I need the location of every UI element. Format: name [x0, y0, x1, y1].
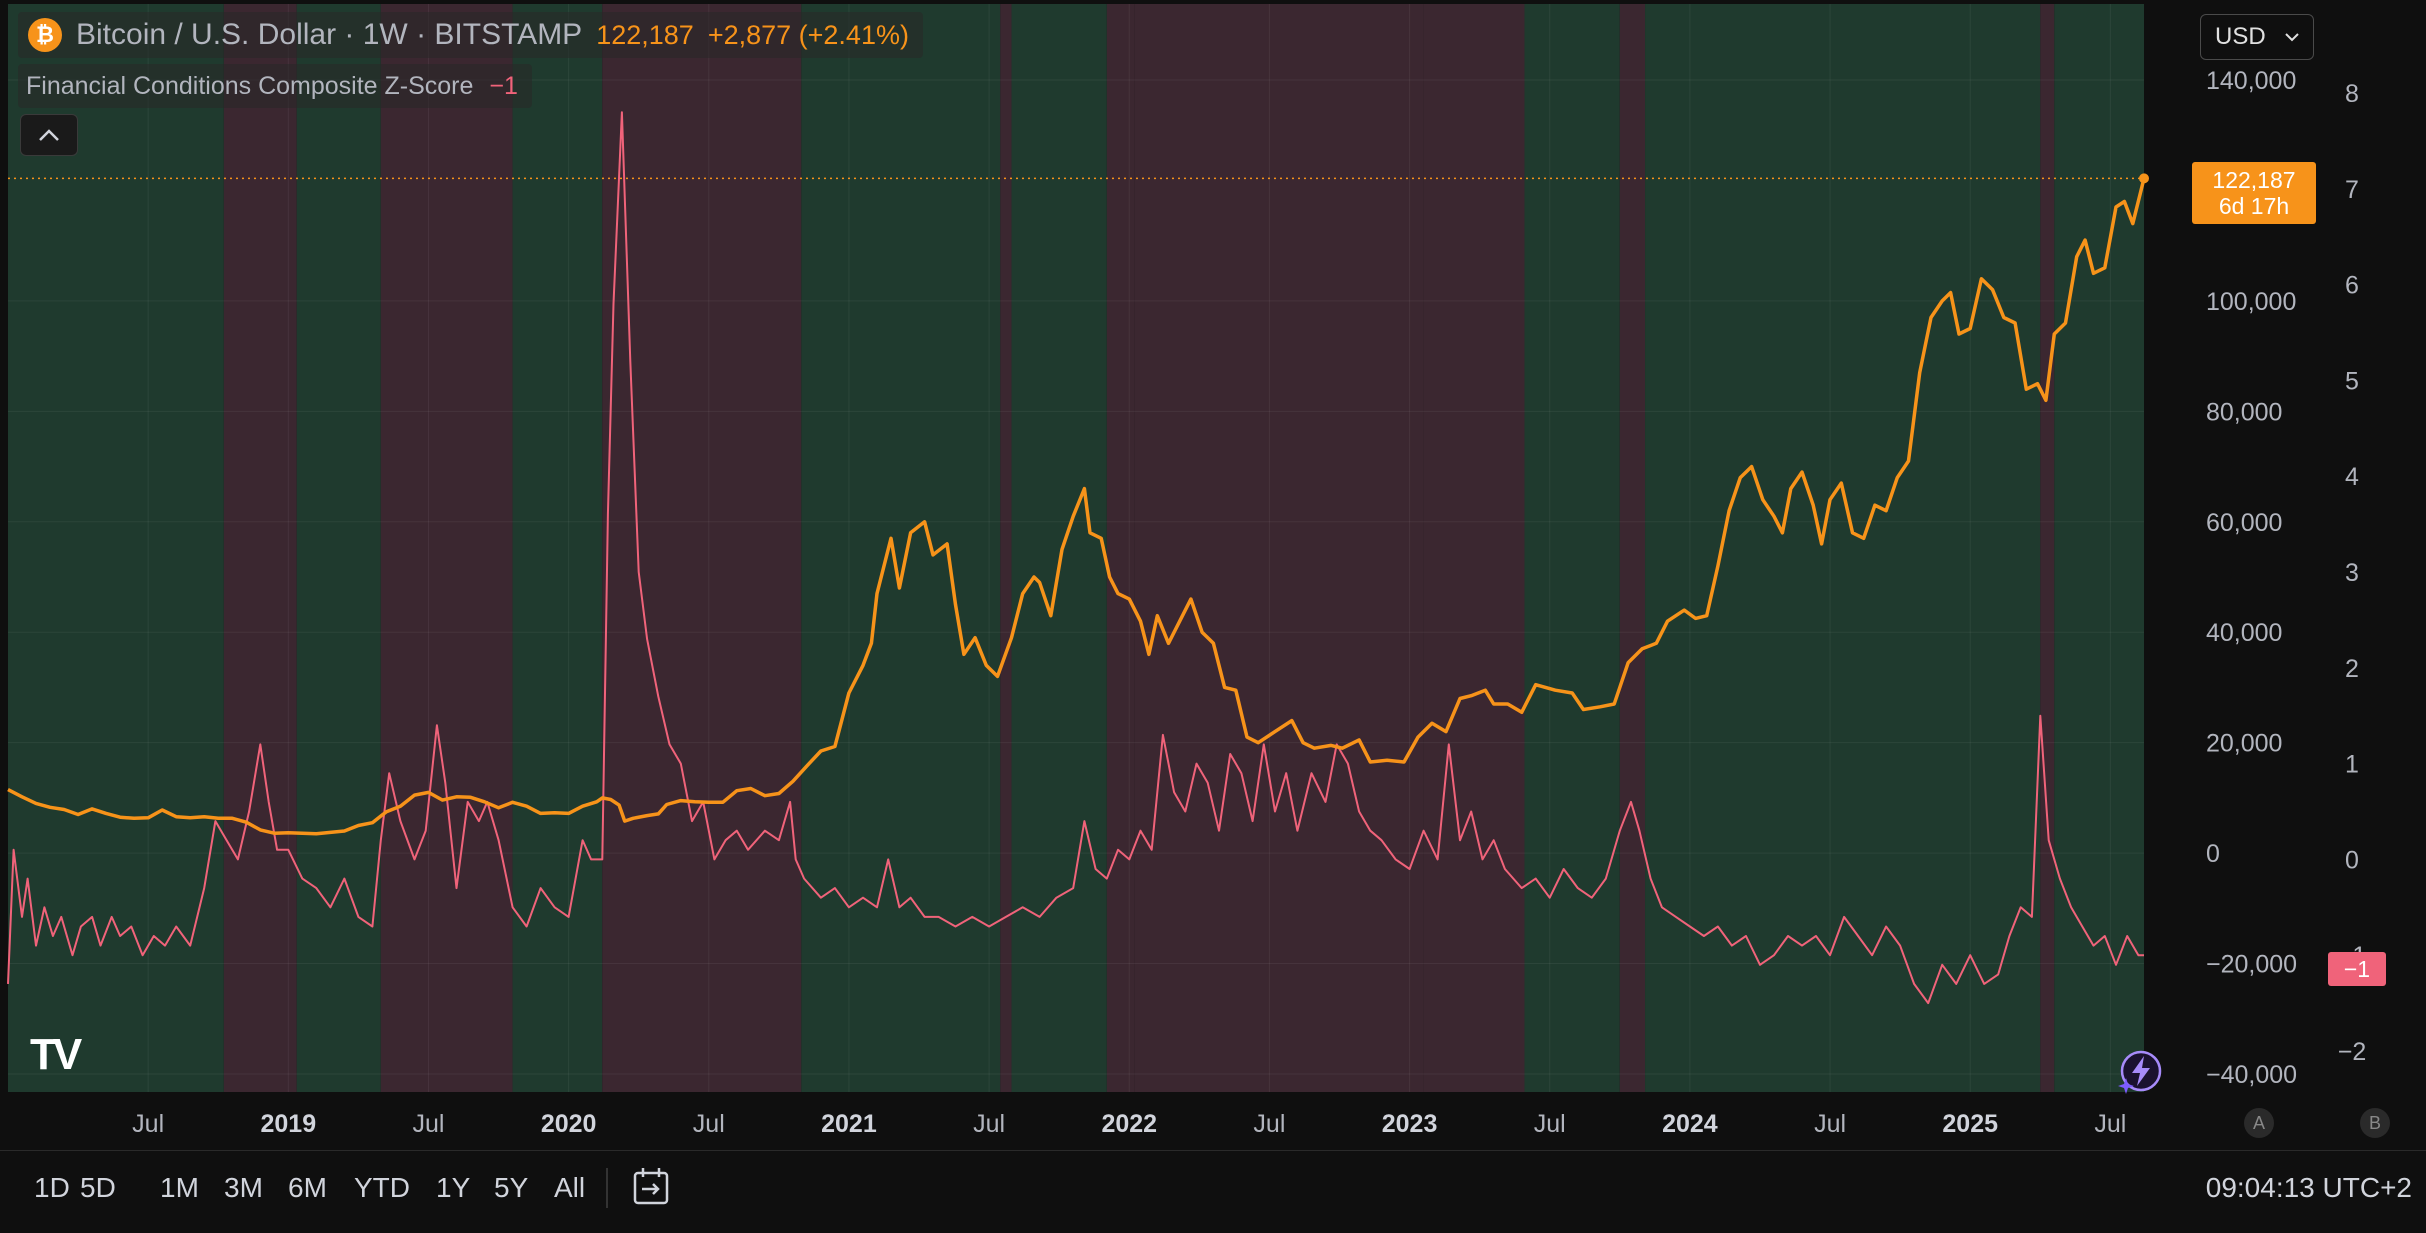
chevron-down-icon — [2285, 33, 2299, 42]
y-right-tick-label: 3 — [2345, 559, 2359, 587]
x-tick-label: 2024 — [1662, 1110, 1718, 1138]
x-tick-label: 2023 — [1382, 1110, 1438, 1138]
y-right-tick-label: 7 — [2345, 176, 2359, 204]
y-right-tick-label: 8 — [2345, 80, 2359, 108]
x-tick-label: Jul — [1534, 1110, 1566, 1138]
toolbar-divider — [606, 1168, 608, 1208]
regime-band-red — [2040, 4, 2055, 1092]
last-price-value: 122,187 — [2212, 167, 2296, 193]
y-left-tick-label: 60,000 — [2206, 509, 2282, 537]
scale-b-button[interactable]: B — [2360, 1108, 2390, 1138]
bar-countdown: 6d 17h — [2218, 193, 2290, 219]
symbol-title: Bitcoin / U.S. Dollar · 1W · BITSTAMP — [76, 18, 583, 51]
symbol-change: +2,877 (+2.41%) — [707, 19, 909, 50]
regime-band-green — [1011, 4, 1107, 1092]
currency-select[interactable]: USD — [2200, 14, 2314, 60]
y-right-tick-label: 5 — [2345, 367, 2359, 395]
regime-band-green — [1645, 4, 2041, 1092]
zscore-series-line — [7, 111, 2144, 1005]
regime-band-red — [1106, 4, 1135, 1092]
chevron-up-icon — [39, 129, 59, 141]
regime-band-green — [512, 4, 603, 1092]
range-button-1d[interactable]: 1D — [34, 1172, 70, 1203]
indicator-value-tag: −1 — [2328, 952, 2386, 986]
indicator-legend[interactable]: Financial Conditions Composite Z-Score −… — [18, 64, 532, 108]
currency-label: USD — [2215, 23, 2266, 50]
clock-display[interactable]: 09:04:13 UTC+2 — [2205, 1172, 2412, 1203]
regime-band-red — [602, 4, 802, 1092]
range-button-ytd[interactable]: YTD — [354, 1172, 410, 1203]
last-price-dot — [2139, 173, 2149, 184]
bitcoin-icon: ₿ — [28, 18, 62, 52]
range-button-5y[interactable]: 5Y — [494, 1172, 529, 1203]
calendar-goto-icon[interactable] — [632, 1166, 672, 1208]
y-left-tick-label: 20,000 — [2206, 730, 2282, 758]
y-left-tick-label: 100,000 — [2206, 288, 2296, 316]
range-button-all[interactable]: All — [554, 1172, 586, 1203]
y-right-tick-label: 1 — [2345, 751, 2359, 779]
y-right-tick-label: 6 — [2345, 272, 2359, 300]
x-tick-label: 2022 — [1101, 1110, 1157, 1138]
y-right-tick-label: 4 — [2345, 463, 2359, 491]
x-tick-label: 2021 — [821, 1110, 877, 1138]
x-tick-label: 2020 — [541, 1110, 597, 1138]
collapse-legend-button[interactable] — [20, 114, 78, 156]
y-left-tick-label: 80,000 — [2206, 398, 2282, 426]
regime-band-green — [2054, 4, 2144, 1092]
regime-band-red — [380, 4, 513, 1092]
x-tick-label: Jul — [693, 1110, 725, 1138]
regime-band-green — [1524, 4, 1620, 1092]
regime-band-red — [223, 4, 297, 1092]
y-left-tick-label: 40,000 — [2206, 619, 2282, 647]
range-button-1m[interactable]: 1M — [160, 1172, 199, 1203]
symbol-price: 122,187 — [596, 19, 694, 50]
y-left-tick-label: 140,000 — [2206, 67, 2296, 95]
bottom-toolbar — [0, 1150, 2426, 1233]
range-button-6m[interactable]: 6M — [288, 1172, 327, 1203]
range-button-3m[interactable]: 3M — [224, 1172, 263, 1203]
y-left-tick-label: 0 — [2206, 840, 2220, 868]
x-tick-label: 2019 — [261, 1110, 317, 1138]
y-right-tick-label: −2 — [2338, 1038, 2367, 1066]
x-tick-label: Jul — [132, 1110, 164, 1138]
regime-band-red — [1134, 4, 1424, 1092]
y-right-tick-label: 0 — [2345, 846, 2359, 874]
y-left-tick-label: −20,000 — [2206, 951, 2297, 979]
regime-band-green — [801, 4, 1001, 1092]
regime-band-green — [296, 4, 381, 1092]
range-button-1y[interactable]: 1Y — [436, 1172, 471, 1203]
indicator-value: −1 — [489, 71, 518, 100]
x-tick-label: Jul — [1253, 1110, 1285, 1138]
y-right-tick-label: 2 — [2345, 655, 2359, 683]
regime-band-red — [1619, 4, 1646, 1092]
lightning-icon[interactable] — [2118, 1048, 2164, 1094]
x-tick-label: Jul — [973, 1110, 1005, 1138]
x-tick-label: 2025 — [1942, 1110, 1998, 1138]
regime-band-red — [1423, 4, 1525, 1092]
y-left-tick-label: −40,000 — [2206, 1061, 2297, 1089]
x-tick-label: Jul — [2094, 1110, 2126, 1138]
regime-band-red — [1000, 4, 1012, 1092]
btc-price-series-line — [7, 177, 2146, 836]
scale-a-button[interactable]: A — [2244, 1108, 2274, 1138]
indicator-title: Financial Conditions Composite Z-Score — [26, 71, 474, 100]
tradingview-logo: TV — [30, 1030, 82, 1079]
chart-area[interactable]: 140,000 100,000 80,000 60,000 40,000 20,000 0 −… — [0, 0, 2426, 1150]
range-button-5d[interactable]: 5D — [80, 1172, 116, 1203]
x-tick-label: Jul — [1814, 1110, 1846, 1138]
symbol-legend[interactable]: ₿ Bitcoin / U.S. Dollar · 1W · BITSTAMP … — [18, 12, 923, 58]
last-price-tag: 122,187 6d 17h — [2192, 162, 2316, 224]
x-tick-label: Jul — [412, 1110, 444, 1138]
